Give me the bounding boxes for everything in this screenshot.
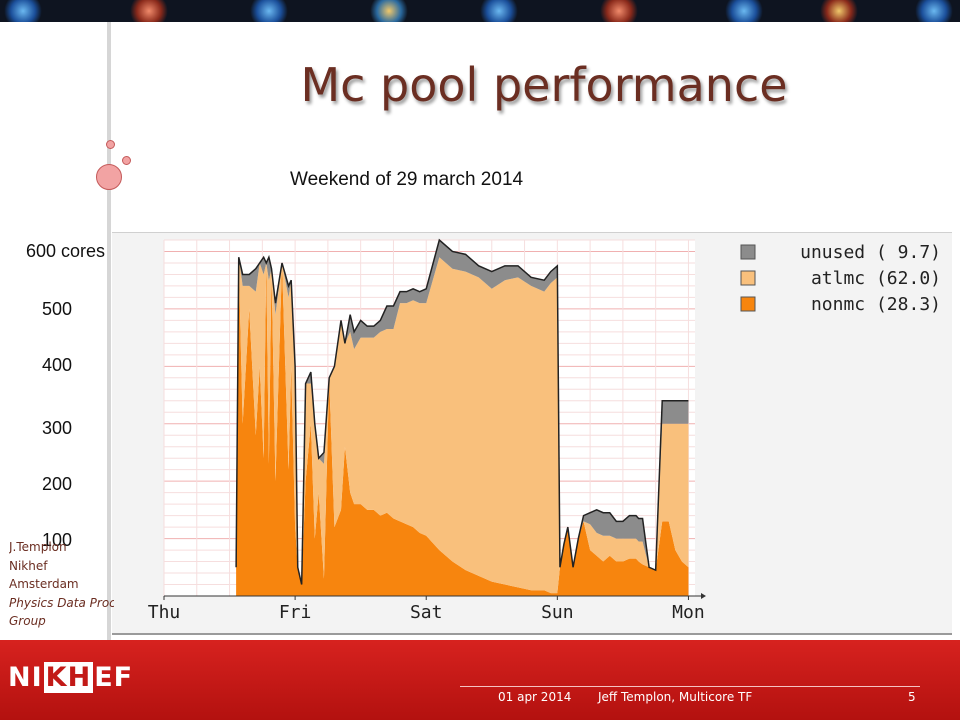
y-tick-label: 200 bbox=[42, 474, 73, 494]
total-outline bbox=[235, 238, 689, 585]
decor-bubble bbox=[122, 156, 131, 165]
author-group-2: Group bbox=[9, 614, 46, 628]
x-axis-arrow bbox=[701, 593, 706, 599]
banner-orb bbox=[480, 0, 518, 22]
footer-date: 01 apr 2014 bbox=[498, 690, 572, 704]
nikhef-logo: NI KH EF bbox=[8, 662, 134, 693]
author-block: J.Templon Nikhef Amsterdam Physics Data … bbox=[9, 538, 114, 631]
top-banner bbox=[0, 0, 960, 22]
x-tick-label: Sun bbox=[541, 602, 574, 623]
slide-footer: 01 apr 2014 Jeff Templon, Multicore TF 5 bbox=[460, 686, 920, 713]
banner-orb bbox=[915, 0, 953, 22]
y-tick-label: 400 bbox=[42, 355, 73, 375]
slide-title: Mc pool performance bbox=[300, 58, 788, 112]
footer-author: Jeff Templon, Multicore TF bbox=[598, 690, 753, 704]
decor-bubble bbox=[96, 164, 122, 190]
x-tick-label: Thu bbox=[148, 602, 181, 623]
author-group: Physics Data Processing bbox=[9, 595, 114, 610]
banner-orb bbox=[600, 0, 638, 22]
author-name: J.Templon bbox=[9, 540, 67, 554]
author-city: Amsterdam bbox=[9, 577, 79, 591]
y-tick-label: 300 bbox=[42, 418, 73, 438]
legend-label-unused: unused ( 9.7) bbox=[800, 242, 941, 263]
legend-swatch-nonmc bbox=[740, 296, 756, 312]
left-divider bbox=[107, 22, 111, 642]
chart-subtitle: Weekend of 29 march 2014 bbox=[290, 169, 524, 190]
y-tick-label: 600 cores bbox=[26, 241, 106, 261]
banner-orb bbox=[4, 0, 42, 22]
banner-orb bbox=[130, 0, 168, 22]
series-area-atlmc bbox=[236, 257, 689, 594]
legend-label-atlmc: atlmc (62.0) bbox=[811, 268, 941, 289]
legend-swatch-atlmc bbox=[740, 270, 756, 286]
legend-swatch-unused bbox=[740, 244, 756, 260]
footer-band bbox=[0, 640, 960, 720]
decor-bubble bbox=[106, 140, 115, 149]
x-tick-label: Sat bbox=[410, 602, 443, 623]
page-number: 5 bbox=[908, 690, 916, 704]
banner-orb bbox=[370, 0, 408, 22]
series-area-nonmc bbox=[236, 257, 689, 596]
legend-label-nonmc: nonmc (28.3) bbox=[811, 294, 941, 315]
stacked-area-chart: Thu Fri Sat Sun Mon unused ( 9.7) atlmc (62.0… bbox=[148, 238, 941, 623]
series-area-unused bbox=[236, 240, 689, 585]
author-institute: Nikhef bbox=[9, 558, 48, 573]
x-tick-label: Mon bbox=[672, 602, 705, 623]
x-tick-label: Fri bbox=[279, 602, 312, 623]
y-tick-label: 100 bbox=[42, 530, 73, 550]
banner-orb bbox=[725, 0, 763, 22]
y-tick-label: 500 bbox=[42, 299, 73, 319]
banner-orb bbox=[820, 0, 858, 22]
banner-orb bbox=[250, 0, 288, 22]
